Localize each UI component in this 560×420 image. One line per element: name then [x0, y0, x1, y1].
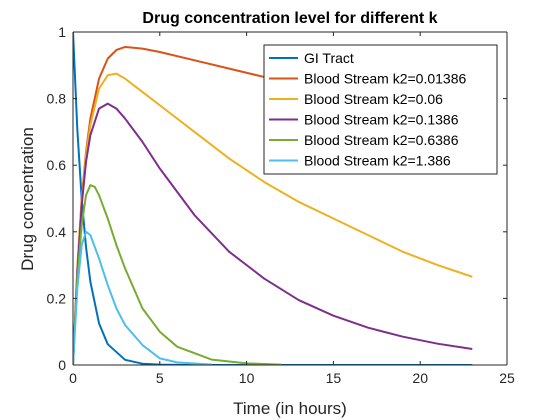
- legend-entry-3: Blood Stream k2=0.06: [304, 91, 443, 107]
- x-axis-label: Time (in hours): [233, 399, 347, 418]
- y-axis-label: Drug concentration: [18, 127, 37, 271]
- x-tick-label: 10: [239, 370, 255, 386]
- y-tick-label: 0.6: [47, 157, 67, 173]
- y-tick-label: 1: [58, 24, 66, 40]
- y-tick-label: 0: [58, 357, 66, 373]
- y-tick-label: 0.4: [47, 224, 67, 240]
- legend-entry-2: Blood Stream k2=0.01386: [304, 71, 466, 87]
- series-line-4: [73, 102, 473, 365]
- series-line-5: [73, 184, 282, 365]
- legend: GI Tract Blood Stream k2=0.01386 Blood Str…: [263, 44, 498, 175]
- legend-box: [263, 44, 498, 175]
- axes-layer: 0 5 10 15 20 25 0 0.2 0.4 0.6 0.8 1: [47, 24, 515, 386]
- legend-entry-4: Blood Stream k2=0.1386: [304, 112, 459, 128]
- series-line-3: [73, 72, 473, 365]
- legend-entry-6: Blood Stream k2=1.386: [304, 153, 451, 169]
- x-tick-label: 25: [499, 370, 515, 386]
- x-tick-label: 0: [69, 370, 77, 386]
- series-line-6: [73, 230, 212, 365]
- legend-entry-5: Blood Stream k2=0.6386: [304, 132, 459, 148]
- x-tick-label: 15: [326, 370, 342, 386]
- x-tick-label: 20: [412, 370, 428, 386]
- y-tick-label: 0.2: [47, 290, 67, 306]
- x-tick-label: 5: [156, 370, 164, 386]
- legend-entry-1: GI Tract: [304, 50, 354, 66]
- chart-title: Drug concentration level for different k: [142, 10, 437, 27]
- series-layer: [73, 32, 473, 365]
- y-tick-label: 0.8: [47, 91, 67, 107]
